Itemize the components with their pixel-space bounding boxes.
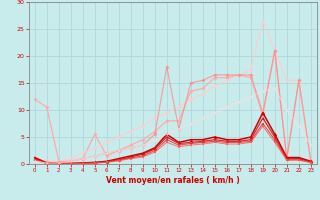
- X-axis label: Vent moyen/en rafales ( km/h ): Vent moyen/en rafales ( km/h ): [106, 176, 240, 185]
